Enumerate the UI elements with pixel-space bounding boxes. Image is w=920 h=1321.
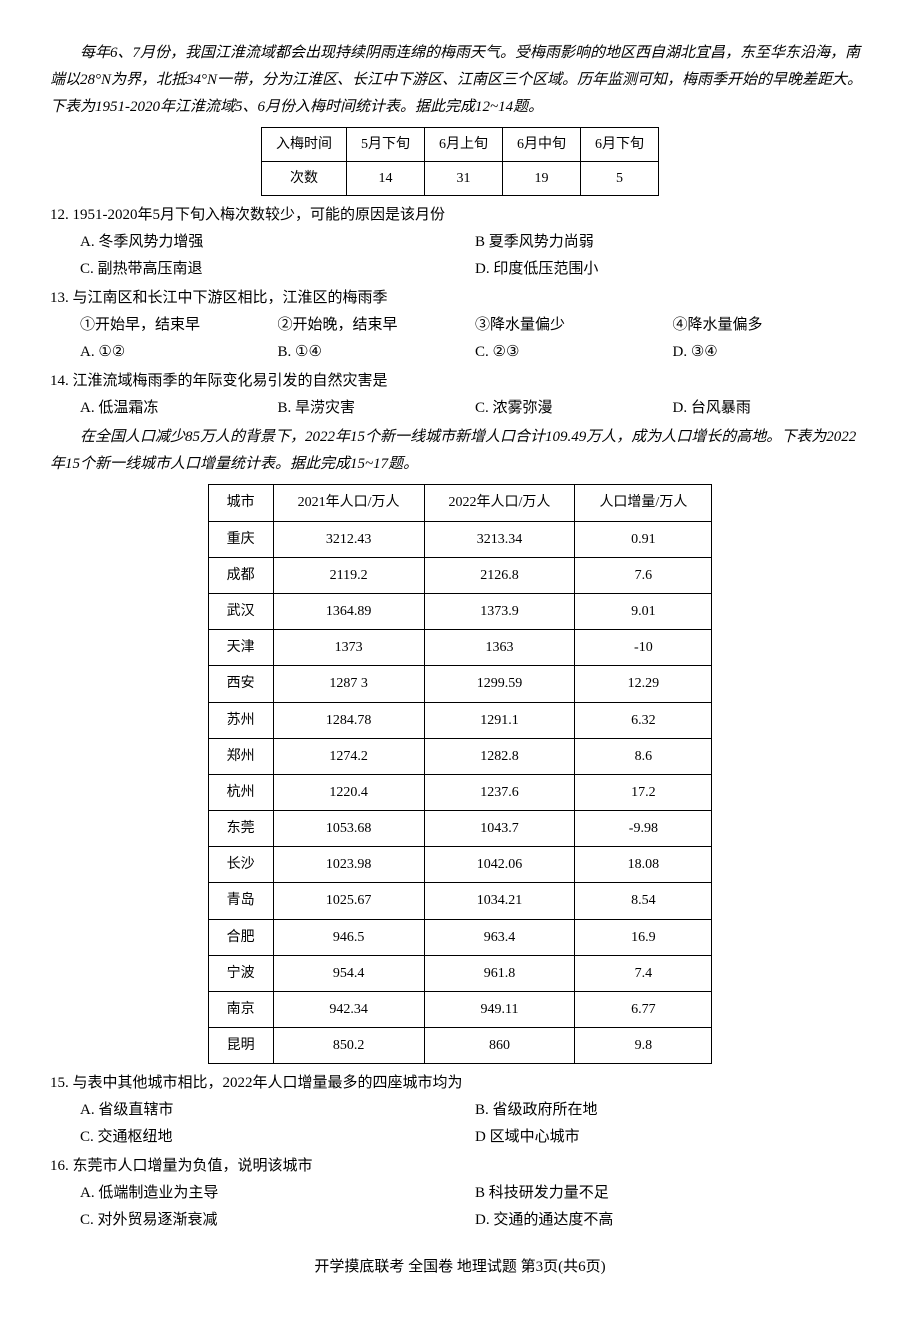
q13-opt-b: B. ①④ [278,339,476,366]
table-row: 长沙1023.981042.0618.08 [208,847,712,883]
q13-item-3: ③降水量偏少 [475,312,673,339]
question-14: 14. 江淮流域梅雨季的年际变化易引发的自然灾害是 A. 低温霜冻 B. 旱涝灾… [50,368,870,422]
th: 6月上旬 [425,128,503,162]
q13-item-2: ②开始晚，结束早 [278,312,476,339]
q16-opt-a: A. 低端制造业为主导 [80,1180,475,1207]
q15-opt-d: D 区域中心城市 [475,1124,870,1151]
table-row: 合肥946.5963.416.9 [208,919,712,955]
td: 5 [581,162,659,196]
table-row: 西安1287 31299.5912.29 [208,666,712,702]
q15-opt-b: B. 省级政府所在地 [475,1097,870,1124]
td: 31 [425,162,503,196]
table-row: 苏州1284.781291.16.32 [208,702,712,738]
table-row: 成都2119.22126.87.6 [208,557,712,593]
table-population: 城市 2021年人口/万人 2022年人口/万人 人口增量/万人 重庆3212.… [208,484,713,1064]
q16-opt-c: C. 对外贸易逐渐衰减 [80,1207,475,1234]
q12-text: 12. 1951-2020年5月下旬入梅次数较少，可能的原因是该月份 [50,202,870,229]
table-row: 郑州1274.21282.88.6 [208,738,712,774]
table-header-row: 城市 2021年人口/万人 2022年人口/万人 人口增量/万人 [208,485,712,521]
page-footer: 开学摸底联考 全国卷 地理试题 第3页(共6页) [50,1254,870,1281]
q12-opt-c: C. 副热带高压南退 [80,256,475,283]
q15-text: 15. 与表中其他城市相比，2022年人口增量最多的四座城市均为 [50,1070,870,1097]
q12-opt-a: A. 冬季风势力增强 [80,229,475,256]
q13-item-4: ④降水量偏多 [673,312,871,339]
question-16: 16. 东莞市人口增量为负值，说明该城市 A. 低端制造业为主导 B 科技研发力… [50,1153,870,1234]
q14-opt-d: D. 台风暴雨 [673,395,871,422]
table-row: 重庆3212.433213.340.91 [208,521,712,557]
td: 次数 [262,162,347,196]
th: 6月中旬 [503,128,581,162]
td: 14 [347,162,425,196]
q13-opt-a: A. ①② [80,339,278,366]
table-row: 东莞1053.681043.7-9.98 [208,811,712,847]
intro-paragraph-2: 在全国人口减少85万人的背景下，2022年15个新一线城市新增人口合计109.4… [50,424,870,478]
q12-opt-d: D. 印度低压范围小 [475,256,870,283]
table-row: 天津13731363-10 [208,630,712,666]
table-row: 杭州1220.41237.617.2 [208,774,712,810]
q16-opt-b: B 科技研发力量不足 [475,1180,870,1207]
q13-opt-c: C. ②③ [475,339,673,366]
q14-opt-a: A. 低温霜冻 [80,395,278,422]
intro-paragraph-1: 每年6、7月份，我国江淮流域都会出现持续阴雨连绵的梅雨天气。受梅雨影响的地区西自… [50,40,870,121]
q15-opt-c: C. 交通枢纽地 [80,1124,475,1151]
td: 19 [503,162,581,196]
question-12: 12. 1951-2020年5月下旬入梅次数较少，可能的原因是该月份 A. 冬季… [50,202,870,283]
q13-text: 13. 与江南区和长江中下游区相比，江淮区的梅雨季 [50,285,870,312]
th: 5月下旬 [347,128,425,162]
q16-text: 16. 东莞市人口增量为负值，说明该城市 [50,1153,870,1180]
th: 城市 [208,485,273,521]
th: 2021年人口/万人 [273,485,424,521]
th: 人口增量/万人 [575,485,712,521]
table-row: 青岛1025.671034.218.54 [208,883,712,919]
table-row: 宁波954.4961.87.4 [208,955,712,991]
q15-opt-a: A. 省级直辖市 [80,1097,475,1124]
q14-opt-c: C. 浓雾弥漫 [475,395,673,422]
th: 入梅时间 [262,128,347,162]
q14-opt-b: B. 旱涝灾害 [278,395,476,422]
th: 6月下旬 [581,128,659,162]
q12-opt-b: B 夏季风势力尚弱 [475,229,870,256]
question-15: 15. 与表中其他城市相比，2022年人口增量最多的四座城市均为 A. 省级直辖… [50,1070,870,1151]
table-row: 武汉1364.891373.99.01 [208,593,712,629]
table-row: 昆明850.28609.8 [208,1028,712,1064]
table-row: 南京942.34949.116.77 [208,992,712,1028]
th: 2022年人口/万人 [424,485,575,521]
q13-opt-d: D. ③④ [673,339,871,366]
q16-opt-d: D. 交通的通达度不高 [475,1207,870,1234]
question-13: 13. 与江南区和长江中下游区相比，江淮区的梅雨季 ①开始早，结束早 ②开始晚，… [50,285,870,366]
q13-item-1: ①开始早，结束早 [80,312,278,339]
q14-text: 14. 江淮流域梅雨季的年际变化易引发的自然灾害是 [50,368,870,395]
table-meiyu: 入梅时间 5月下旬 6月上旬 6月中旬 6月下旬 次数 14 31 19 5 [261,127,659,196]
